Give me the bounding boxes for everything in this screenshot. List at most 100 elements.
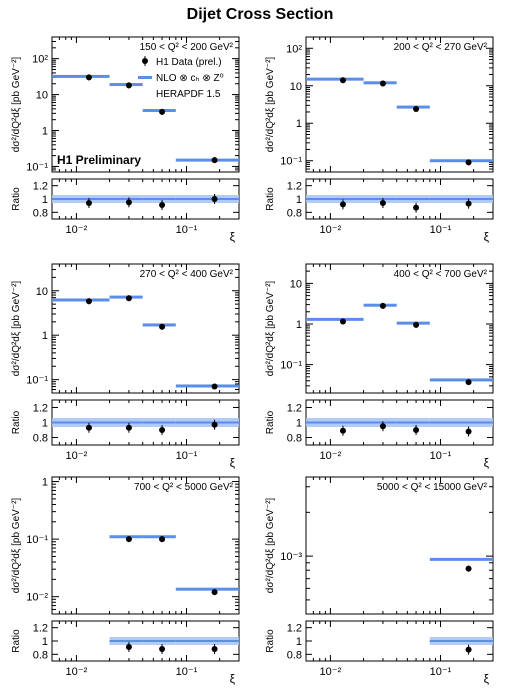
y-tick-label: 10 [36,286,48,298]
theory-band [52,74,110,78]
theory-band [52,298,110,302]
y-tick-label: 10⁻² [26,592,48,604]
theory-band [109,295,143,299]
data-point [465,379,472,386]
main-frame [51,36,240,173]
theory-band [429,378,493,382]
ratio-point [465,428,472,435]
data-point [211,589,218,596]
x-tick-label: 10⁻¹ [176,666,198,678]
ratio-point [85,424,92,431]
ratio-point [211,421,218,428]
legend-entry: NLO ⊗ cₕ ⊗ Z⁰ [156,73,224,84]
theory-band [429,557,493,561]
y-tick-label: 10⁻¹ [26,534,48,546]
data-point [125,295,132,302]
legend-entry: HERAPDF 1.5 [156,89,221,100]
ratio-point [159,202,166,208]
ratio-tick-label: 1.2 [33,181,48,193]
ratio-point [125,199,132,206]
theory-band [306,77,364,81]
y-tick-label: 10² [286,43,302,55]
ratio-point [211,646,218,652]
ratio-tick-label: 1 [42,194,48,206]
figure-title: Dijet Cross Section [186,6,334,23]
x-axis-label: ξ [484,672,490,686]
ratio-point [85,200,92,206]
theory-band [175,384,239,388]
ratio-point [465,646,472,653]
y-tick-label: 1 [42,477,48,489]
q2-range-label: 150 < Q² < 200 GeV² [140,42,234,53]
ratio-tick-label: 0.8 [287,433,302,445]
theory-band [142,109,176,113]
ratio-tick-label: 1 [42,636,48,648]
main-frame [305,263,494,394]
y-axis-label: dσ²/dQ²dξ [pb GeV⁻²] [265,57,276,153]
ratio-tick-label: 0.8 [287,207,302,219]
ratio-axis-label: Ratio [265,187,276,211]
ratio-point [339,201,346,208]
q2-range-label: 400 < Q² < 700 GeV² [394,269,488,280]
x-axis-label: ξ [230,672,236,686]
x-axis-label: ξ [230,456,236,470]
y-tick-label: 10⁻¹ [280,156,302,168]
panel-bottom-right: 10⁻³ 10⁻² 10⁻¹ ξ 0.811.2 dσ²/dQ²dξ [pb GeV⁻²]… [265,476,494,686]
y-axis-label: dσ²/dQ²dξ [pb GeV⁻²] [11,498,22,594]
theory-band [429,159,493,163]
main-frame [305,476,494,615]
ratio-tick-label: 0.8 [287,649,302,661]
ratio-tick-label: 0.8 [33,649,48,661]
y-tick-label: 10² [32,54,48,66]
data-point [379,80,386,87]
ratio-point [211,196,218,202]
main-frame [305,36,494,173]
data-point [85,74,92,81]
ratio-tick-label: 1.2 [33,403,48,415]
ratio-point [159,427,166,433]
q2-range-label: 5000 < Q² < 15000 GeV² [377,482,488,493]
legend-theory-marker [138,76,152,79]
theory-band [142,323,176,327]
data-point [379,302,386,309]
data-point [465,159,472,166]
q2-range-label: 270 < Q² < 400 GeV² [140,269,234,280]
ratio-tick-label: 1 [296,636,302,648]
ratio-tick-label: 1.2 [33,623,48,635]
ratio-axis-label: Ratio [11,410,22,434]
theory-band [175,158,239,162]
data-point [211,383,218,390]
ratio-point [413,204,420,211]
ratio-point [339,427,346,434]
x-tick-label: 10⁻² [66,224,88,236]
q2-range-label: 200 < Q² < 270 GeV² [394,42,488,53]
y-tick-label: 10⁻³ [280,551,302,563]
ratio-tick-label: 1.2 [287,181,302,193]
ratio-axis-label: Ratio [265,410,276,434]
theory-band [142,535,176,539]
ratio-point [413,427,420,433]
y-tick-label: 10 [290,278,302,290]
x-tick-label: 10⁻² [320,224,342,236]
panel-middle-right: 10⁻¹ 1 10 10⁻² 10⁻¹ ξ 0.8 1 1.2 dσ²/dQ²dξ [pb GeV… [265,263,494,470]
data-point [465,565,472,572]
y-tick-label: 10⁻¹ [280,360,302,372]
data-point [125,82,132,89]
ratio-axis-label: Ratio [265,629,276,653]
x-tick-label: 10⁻² [320,450,342,462]
legend-entry: H1 Data (prel.) [156,57,222,68]
panel-middle-left: 10⁻¹ 1 10 10⁻² 10⁻¹ ξ 0.8 1 1.2 dσ²/dQ²dξ [pb GeV… [11,263,240,470]
x-axis-label: ξ [484,230,490,244]
ratio-tick-label: 1 [42,418,48,430]
theory-band [175,587,239,591]
y-tick-label: 10⁻¹ [26,161,48,173]
data-point [211,157,218,164]
data-point [85,298,92,305]
x-tick-label: 10⁻¹ [430,450,452,462]
ratio-point [159,646,166,652]
ratio-point [125,424,132,431]
ratio-point [465,200,472,207]
